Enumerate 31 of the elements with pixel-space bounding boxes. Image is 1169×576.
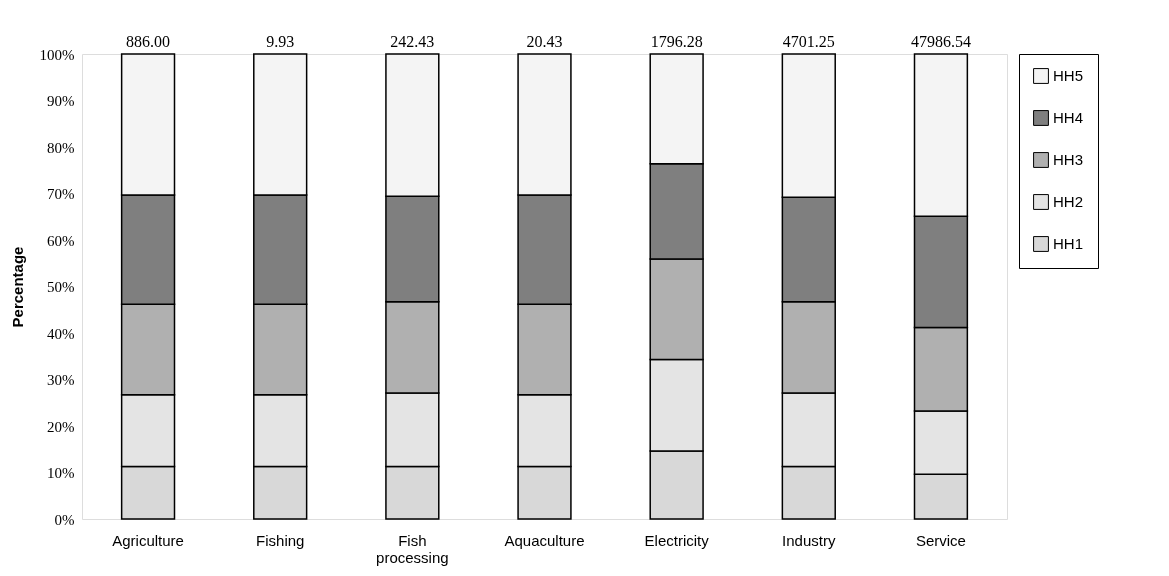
x-tick-label: Agriculture [112, 531, 184, 549]
y-tick-label: 100% [39, 46, 75, 63]
annotation: 1796.28 [650, 33, 703, 50]
y-tick-label: 0% [54, 511, 75, 528]
y-tick-label: 90% [47, 93, 75, 109]
y-tick-label: 40% [47, 325, 75, 342]
y-axis-title: Percentage [8, 246, 26, 328]
x-tick-label: Electricity [644, 531, 710, 549]
y-tick-label: 30% [47, 372, 75, 388]
y-tick-label: 10% [47, 465, 75, 481]
y-tick-label: 70% [47, 186, 75, 202]
x-tick-label: Fishing [256, 531, 305, 549]
y-tick-label: 60% [47, 232, 75, 249]
legend-label: HH2 [1053, 193, 1084, 210]
legend-label: HH1 [1053, 235, 1084, 252]
y-tick-label: 50% [47, 279, 75, 295]
legend-label: HH4 [1053, 109, 1084, 126]
annotation: 242.43 [390, 33, 435, 50]
annotation: 20.43 [526, 33, 563, 50]
x-tick-label: Fish processing [376, 531, 449, 566]
x-tick-label: Aquaculture [504, 531, 585, 549]
x-tick-label: Service [915, 531, 966, 549]
annotation: 9.93 [266, 33, 295, 50]
legend-label: HH3 [1053, 151, 1084, 168]
legend-label: HH5 [1053, 67, 1084, 84]
y-tick-label: 80% [47, 139, 75, 156]
annotation: 47986.54 [910, 33, 971, 50]
annotation: 886.00 [126, 33, 171, 50]
x-tick-label: Industry [782, 531, 836, 549]
y-tick-label: 20% [47, 418, 75, 435]
annotation: 4701.25 [782, 33, 835, 50]
